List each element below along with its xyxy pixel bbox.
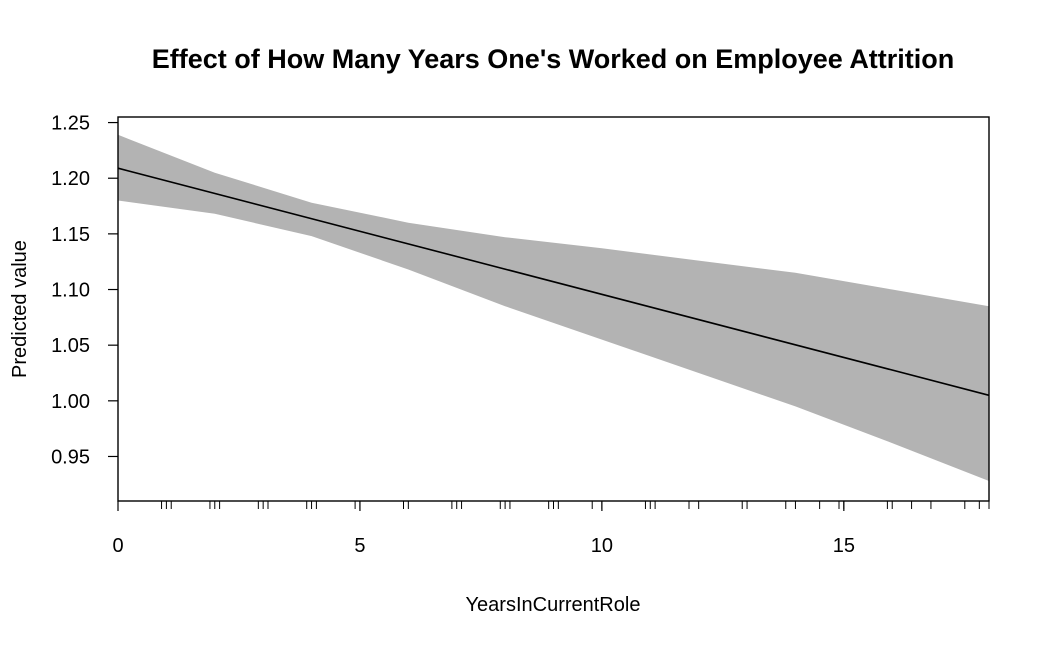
- y-tick-label: 1.15: [51, 224, 90, 246]
- x-axis-label: YearsInCurrentRole: [466, 594, 641, 616]
- y-axis-label: Predicted value: [9, 240, 31, 378]
- x-tick-label: 0: [112, 535, 123, 557]
- y-tick-label: 1.20: [51, 168, 90, 190]
- y-tick-label: 1.25: [51, 113, 90, 135]
- rug-layer: [117, 501, 990, 509]
- x-tick-label: 10: [591, 535, 613, 557]
- y-tick-label: 1.05: [51, 335, 90, 357]
- x-axis: 0 5 10 15: [112, 501, 855, 557]
- plot-frame: [117, 116, 990, 502]
- confidence-band-layer: [118, 134, 989, 482]
- x-tick-label: 15: [833, 535, 855, 557]
- y-tick-label: 1.00: [51, 391, 90, 413]
- y-axis: 0.95 1.00 1.05 1.10 1.15 1.20 1.25: [51, 113, 118, 468]
- confidence-band: [118, 134, 989, 482]
- y-tick-label: 0.95: [51, 446, 90, 468]
- x-tick-label: 5: [354, 535, 365, 557]
- fit-line-layer: [117, 167, 990, 397]
- y-tick-label: 1.10: [51, 280, 90, 302]
- fit-line: [117, 167, 990, 397]
- chart-title: Effect of How Many Years One's Worked on…: [152, 44, 955, 74]
